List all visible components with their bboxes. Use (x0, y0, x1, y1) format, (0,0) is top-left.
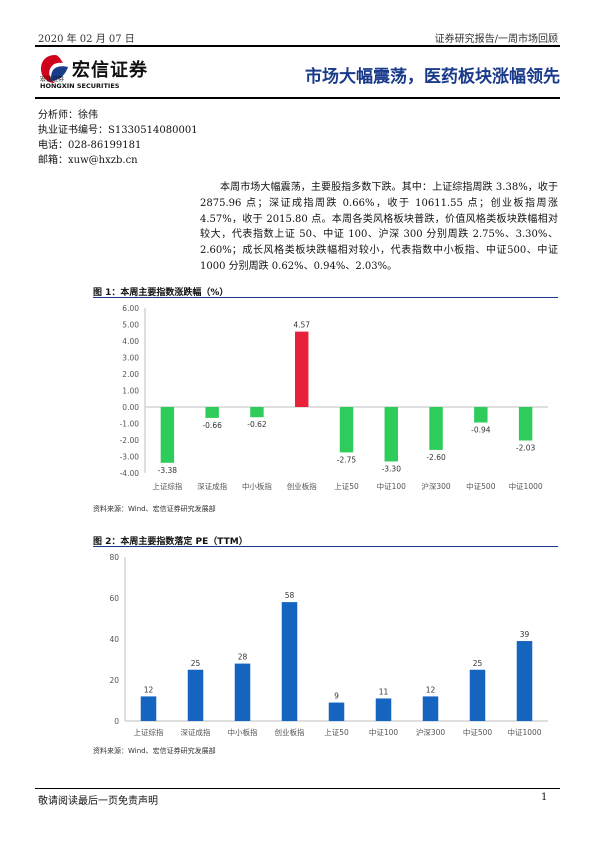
logo-mark-text: 宏信证券 (40, 76, 65, 83)
y-tick-label: 1.00 (122, 387, 139, 396)
analyst-phone: 电话：028-86199181 (38, 140, 142, 151)
y-tick-label: 4.00 (122, 337, 139, 346)
data-label: 28 (238, 653, 248, 662)
bar (187, 669, 204, 721)
figure1-chart: 6.00 5.00 4.00 3.00 2.00 1.00 0.00 -1.00 -2.00 -3… (120, 304, 548, 491)
y-tick-label: 80 (109, 553, 119, 562)
footer-rule (35, 788, 560, 789)
x-tick-label: 上证50 (324, 728, 349, 737)
header-rule (35, 45, 560, 47)
bar (516, 641, 533, 721)
bar (234, 663, 251, 721)
data-label: 12 (144, 685, 154, 694)
y-tick-label: 60 (109, 594, 119, 603)
figure2-title: 图 2：本周主要指数落定 PE（TTM） (93, 537, 248, 547)
bar (295, 331, 309, 407)
x-tick-label: 中证1000 (509, 481, 543, 491)
x-tick-label: 中证1000 (507, 727, 541, 737)
logo-name-en: HONGXIN SECURITIES (40, 82, 120, 90)
x-tick-label: 中小板指 (228, 727, 258, 737)
bar (474, 407, 488, 423)
data-label: 58 (285, 591, 295, 600)
figure1-source: 资料来源：Wind、宏信证券研究发展部 (93, 505, 216, 513)
x-tick-label: 中证100 (377, 481, 407, 491)
x-tick-label: 创业板指 (287, 481, 317, 491)
figure2-rule (93, 546, 558, 548)
x-tick-label: 上证综指 (134, 727, 164, 737)
y-tick-label: -1.00 (120, 420, 140, 429)
data-label: -3.30 (382, 464, 402, 473)
figure1-title: 图 1：本周主要指数涨跌幅（%） (93, 288, 229, 298)
report-type: 证券研究报告/一周市场回顾 (434, 34, 558, 45)
data-label: 11 (379, 687, 389, 696)
bar (281, 602, 298, 721)
x-tick-label: 中证100 (369, 727, 399, 737)
y-tick-label: -4.00 (120, 469, 140, 478)
data-label: -2.60 (426, 453, 446, 462)
data-label: 25 (473, 659, 483, 668)
company-logo (38, 52, 158, 92)
y-tick-label: -3.00 (120, 453, 140, 462)
x-tick-label: 沪深300 (416, 727, 446, 737)
bar (160, 407, 175, 463)
x-tick-label: 上证50 (334, 482, 359, 491)
x-tick-label: 中证500 (463, 727, 493, 737)
data-label: -3.38 (158, 466, 178, 475)
x-tick-label: 深证成指 (181, 727, 211, 737)
x-tick-label: 深证成指 (197, 481, 227, 491)
figure2-chart: 80 60 40 20 0 12 上证综指 25 深证成指 28 中小板指 58 创业板指 9 上证50 11… (109, 553, 548, 737)
bar (375, 698, 392, 721)
y-tick-label: 0.00 (122, 403, 139, 412)
bar (140, 696, 157, 721)
y-tick-label: 0 (114, 717, 119, 726)
y-tick-label: 2.00 (122, 370, 139, 379)
data-label: -0.62 (247, 420, 267, 429)
x-tick-label: 沪深300 (421, 481, 451, 491)
y-tick-label: 6.00 (122, 304, 139, 313)
bar (339, 407, 354, 453)
y-tick-label: 20 (109, 676, 119, 685)
report-title: 市场大幅震荡，医药板块涨幅领先 (305, 67, 560, 87)
data-label: 9 (334, 692, 339, 701)
bar (469, 669, 486, 721)
y-tick-label: 5.00 (122, 321, 139, 330)
bar (429, 407, 443, 450)
data-label: 39 (520, 630, 530, 639)
bar (205, 407, 219, 418)
x-tick-label: 创业板指 (275, 727, 305, 737)
logo-name-cn: 宏信证券 (72, 60, 148, 81)
page-number: 1 (541, 792, 548, 803)
analyst-email: 邮箱：xuw@hxzb.cn (38, 155, 138, 166)
y-tick-label: 40 (109, 635, 119, 644)
data-label: 12 (426, 685, 436, 694)
data-label: -0.66 (202, 421, 222, 430)
summary-paragraph: 本周市场大幅震荡，主要股指多数下跌。其中：上证综指周跌 3.38%，收于 287… (200, 182, 558, 272)
analyst-license: 执业证书编号：S1330514080001 (38, 125, 198, 136)
bar (384, 407, 398, 462)
data-label: 25 (191, 659, 201, 668)
x-tick-label: 中小板指 (242, 481, 272, 491)
footer-disclaimer: 敬请阅读最后一页免责声明 (38, 796, 158, 807)
y-tick-label: 3.00 (122, 354, 139, 363)
bar (250, 407, 264, 418)
data-label: -2.75 (337, 455, 357, 464)
data-label: -2.03 (516, 443, 536, 452)
data-label: -0.94 (471, 426, 491, 435)
logo-mark-icon (41, 55, 68, 83)
bar (328, 702, 345, 721)
y-tick-label: -2.00 (120, 436, 140, 445)
figure2-source: 资料来源：Wind、宏信证券研究发展部 (93, 747, 216, 755)
bar (518, 407, 533, 441)
x-tick-label: 上证综指 (152, 481, 182, 491)
analyst-name: 分析师：徐伟 (38, 110, 98, 121)
report-date: 2020 年 02 月 07 日 (38, 34, 135, 45)
title-rule (35, 97, 560, 99)
figure1-rule (93, 297, 558, 299)
x-tick-label: 中证500 (466, 481, 496, 491)
bar (422, 696, 439, 721)
data-label: 4.57 (293, 321, 310, 330)
